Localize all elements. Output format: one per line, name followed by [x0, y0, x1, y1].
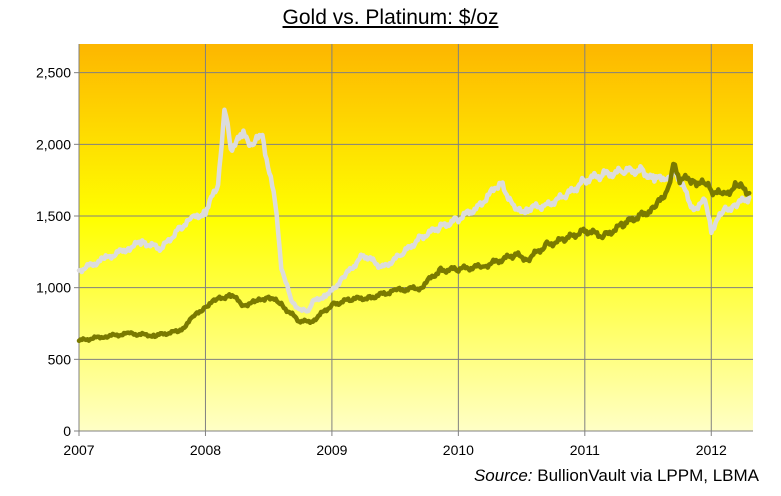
plot-area [79, 44, 753, 431]
source-text: BullionVault via LPPM, LBMA [532, 466, 759, 485]
chart-title: Gold vs. Platinum: $/oz [282, 6, 499, 29]
y-tick-label: 2,000 [36, 136, 71, 152]
x-tick-label: 2009 [316, 442, 347, 458]
y-tick-label: 2,500 [36, 65, 71, 81]
y-tick-label: 1,000 [36, 280, 71, 296]
x-tick-label: 2012 [696, 442, 727, 458]
x-tick-label: 2011 [570, 442, 600, 458]
y-tick-label: 0 [63, 423, 71, 439]
axes [74, 44, 753, 436]
series-line-1 [76, 107, 752, 314]
x-tick-label: 2008 [190, 442, 221, 458]
series-line-2 [76, 161, 752, 344]
x-tick-label: 2007 [63, 442, 94, 458]
y-tick-label: 1,500 [36, 208, 71, 224]
source-note: Source: BullionVault via LPPM, LBMA [474, 466, 759, 486]
x-tick-label: 2010 [443, 442, 474, 458]
series-layer [76, 107, 752, 344]
source-label: Source: [473, 466, 533, 485]
y-tick-label: 500 [48, 351, 72, 367]
tick-labels: 0 500 1,000 1,500 2,000 2,500 2007 2008 2009 2010… [36, 65, 727, 458]
